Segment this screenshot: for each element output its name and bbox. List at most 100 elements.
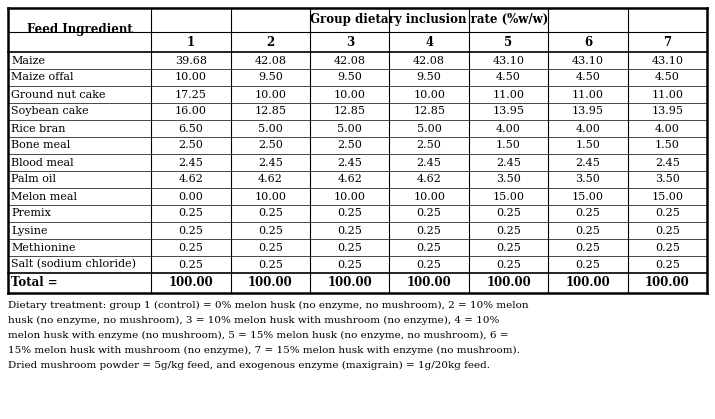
- Text: 0.25: 0.25: [337, 209, 363, 218]
- Text: 0.25: 0.25: [417, 225, 442, 235]
- Text: 100.00: 100.00: [327, 277, 372, 290]
- Text: 4.50: 4.50: [496, 72, 521, 83]
- Text: 10.00: 10.00: [413, 191, 445, 202]
- Text: 0.25: 0.25: [179, 209, 204, 218]
- Text: 4.62: 4.62: [258, 174, 283, 184]
- Text: 11.00: 11.00: [493, 90, 525, 99]
- Text: 0.25: 0.25: [337, 225, 363, 235]
- Text: 2.45: 2.45: [417, 158, 442, 168]
- Text: 4.50: 4.50: [576, 72, 601, 83]
- Text: 3.50: 3.50: [496, 174, 521, 184]
- Text: Palm oil: Palm oil: [11, 174, 56, 184]
- Text: 5: 5: [505, 36, 513, 49]
- Text: 2.50: 2.50: [179, 140, 204, 150]
- Text: 13.95: 13.95: [572, 106, 604, 116]
- Text: 5.00: 5.00: [337, 124, 363, 134]
- Text: 0.00: 0.00: [179, 191, 204, 202]
- Text: 2.45: 2.45: [337, 158, 363, 168]
- Text: 0.25: 0.25: [655, 243, 680, 253]
- Text: Bone meal: Bone meal: [11, 140, 70, 150]
- Text: 1.50: 1.50: [655, 140, 680, 150]
- Text: 0.25: 0.25: [179, 225, 204, 235]
- Text: 0.25: 0.25: [496, 259, 521, 269]
- Text: 0.25: 0.25: [576, 209, 601, 218]
- Text: 100.00: 100.00: [407, 277, 452, 290]
- Text: 6.50: 6.50: [179, 124, 204, 134]
- Text: 2.45: 2.45: [496, 158, 521, 168]
- Text: 100.00: 100.00: [566, 277, 611, 290]
- Text: 10.00: 10.00: [175, 72, 207, 83]
- Text: 43.10: 43.10: [651, 55, 684, 65]
- Text: Melon meal: Melon meal: [11, 191, 77, 202]
- Text: 100.00: 100.00: [248, 277, 292, 290]
- Text: 13.95: 13.95: [651, 106, 684, 116]
- Text: 4.50: 4.50: [655, 72, 680, 83]
- Text: Feed Ingredient: Feed Ingredient: [26, 23, 132, 36]
- Text: Maize: Maize: [11, 55, 45, 65]
- Text: 2.50: 2.50: [258, 140, 283, 150]
- Text: 42.08: 42.08: [255, 55, 287, 65]
- Text: 15.00: 15.00: [651, 191, 684, 202]
- Text: 0.25: 0.25: [258, 259, 283, 269]
- Text: Methionine: Methionine: [11, 243, 76, 253]
- Text: 0.25: 0.25: [576, 225, 601, 235]
- Text: 0.25: 0.25: [417, 259, 442, 269]
- Text: 2.45: 2.45: [258, 158, 283, 168]
- Text: 2.45: 2.45: [179, 158, 204, 168]
- Text: 43.10: 43.10: [493, 55, 525, 65]
- Text: 7: 7: [664, 36, 671, 49]
- Text: 10.00: 10.00: [334, 90, 366, 99]
- Text: 4.00: 4.00: [655, 124, 680, 134]
- Text: Maize offal: Maize offal: [11, 72, 74, 83]
- Text: Group dietary inclusion rate (%w/w): Group dietary inclusion rate (%w/w): [310, 13, 548, 26]
- Text: 9.50: 9.50: [258, 72, 283, 83]
- Text: 0.25: 0.25: [179, 243, 204, 253]
- Text: Dietary treatment: group 1 (control) = 0% melon husk (no enzyme, no mushroom), 2: Dietary treatment: group 1 (control) = 0…: [8, 301, 528, 310]
- Text: 4.62: 4.62: [337, 174, 363, 184]
- Text: 0.25: 0.25: [179, 259, 204, 269]
- Text: 4.62: 4.62: [417, 174, 442, 184]
- Text: 3.50: 3.50: [576, 174, 601, 184]
- Text: Lysine: Lysine: [11, 225, 47, 235]
- Text: 0.25: 0.25: [576, 243, 601, 253]
- Text: 0.25: 0.25: [258, 243, 283, 253]
- Text: 43.10: 43.10: [572, 55, 604, 65]
- Text: 13.95: 13.95: [493, 106, 525, 116]
- Text: 0.25: 0.25: [258, 209, 283, 218]
- Text: 10.00: 10.00: [255, 191, 287, 202]
- Text: 0.25: 0.25: [655, 225, 680, 235]
- Text: 0.25: 0.25: [655, 209, 680, 218]
- Text: 0.25: 0.25: [655, 259, 680, 269]
- Text: 15.00: 15.00: [493, 191, 525, 202]
- Text: 100.00: 100.00: [486, 277, 531, 290]
- Text: Premix: Premix: [11, 209, 51, 218]
- Text: Rice bran: Rice bran: [11, 124, 66, 134]
- Text: 17.25: 17.25: [175, 90, 207, 99]
- Text: Soybean cake: Soybean cake: [11, 106, 89, 116]
- Text: 11.00: 11.00: [572, 90, 604, 99]
- Text: 4.00: 4.00: [496, 124, 521, 134]
- Text: 4.00: 4.00: [576, 124, 601, 134]
- Text: 12.85: 12.85: [334, 106, 366, 116]
- Text: 1.50: 1.50: [576, 140, 601, 150]
- Text: 6: 6: [584, 36, 592, 49]
- Text: Total =: Total =: [11, 277, 58, 290]
- Text: 15% melon husk with mushroom (no enzyme), 7 = 15% melon husk with enzyme (no mus: 15% melon husk with mushroom (no enzyme)…: [8, 346, 520, 355]
- Text: 9.50: 9.50: [417, 72, 442, 83]
- Text: 0.25: 0.25: [258, 225, 283, 235]
- Text: 12.85: 12.85: [255, 106, 287, 116]
- Text: Blood meal: Blood meal: [11, 158, 74, 168]
- Text: Ground nut cake: Ground nut cake: [11, 90, 106, 99]
- Text: 3: 3: [345, 36, 354, 49]
- Text: 16.00: 16.00: [175, 106, 207, 116]
- Text: 2.45: 2.45: [655, 158, 680, 168]
- Text: 39.68: 39.68: [175, 55, 207, 65]
- Text: 0.25: 0.25: [496, 225, 521, 235]
- Text: 5.00: 5.00: [258, 124, 283, 134]
- Text: 0.25: 0.25: [337, 259, 363, 269]
- Text: 1.50: 1.50: [496, 140, 521, 150]
- Text: 0.25: 0.25: [496, 243, 521, 253]
- Text: Salt (sodium chloride): Salt (sodium chloride): [11, 259, 136, 270]
- Text: 0.25: 0.25: [337, 243, 363, 253]
- Text: 9.50: 9.50: [337, 72, 363, 83]
